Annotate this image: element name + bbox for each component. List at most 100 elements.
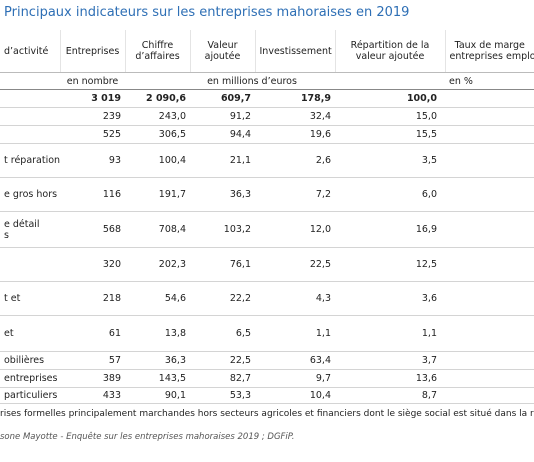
table-row: entreprises 389 143,5 82,7 9,7 13,6	[0, 369, 534, 388]
value-cell: 53,3	[190, 387, 255, 404]
title: Principaux indicateurs sur les entrepris…	[4, 5, 410, 20]
table-row: t réparation 93 100,4 21,1 2,6 3,5	[0, 143, 534, 178]
row-label: obilières	[0, 351, 60, 370]
value-cell: 61	[60, 315, 125, 352]
value-cell: 100,4	[125, 143, 190, 178]
value-cell: 2 090,6	[125, 89, 190, 108]
value-cell: 19,6	[255, 125, 335, 144]
cell-line: ajoutée	[204, 51, 241, 62]
cell-line: Entreprises	[65, 45, 120, 57]
header-cell: Valeur ajoutée	[189, 30, 255, 73]
value-cell: 306,5	[125, 125, 190, 144]
cell-line: particuliers	[4, 390, 58, 401]
row-label	[0, 125, 60, 144]
cell-line: e gros hors	[4, 189, 58, 200]
row-label: et	[0, 315, 60, 352]
value-cell: 94,4	[190, 125, 255, 144]
header-row: d’activité Entreprises Chiffre d’affaires Va…	[0, 30, 534, 73]
value-cell: 57	[60, 351, 125, 370]
cell-line: e détail	[4, 218, 40, 230]
value-cell: 116	[60, 177, 125, 212]
value-cell: 76,1	[190, 247, 255, 282]
value-cell: 13,6	[335, 369, 445, 388]
value-cell: 22,5	[255, 247, 335, 282]
row-label: e gros hors	[0, 177, 60, 212]
cell	[445, 281, 534, 316]
cell-line: entreprises	[4, 373, 58, 384]
table-row: et 61 13,8 6,5 1,1 1,1	[0, 315, 534, 352]
cell-line: et	[4, 328, 14, 339]
value-cell: 3,6	[335, 281, 445, 316]
unit-cell: en %	[445, 72, 534, 90]
value-cell: 32,4	[255, 107, 335, 126]
cell-line: valeur ajoutée	[355, 51, 425, 62]
value-cell: 16,9	[335, 211, 445, 248]
value-cell: 389	[60, 369, 125, 388]
value-cell: 21,1	[190, 143, 255, 178]
table-row: obilières 57 36,3 22,5 63,4 3,7	[0, 351, 534, 370]
table-row: 320 202,3 76,1 22,5 12,5	[0, 247, 534, 282]
table-row: 239 243,0 91,2 32,4 15,0	[0, 107, 534, 126]
value-cell: 8,7	[335, 387, 445, 404]
cell-line: Investissement	[259, 45, 332, 57]
value-cell: 15,5	[335, 125, 445, 144]
cell-line: Chiffre	[141, 40, 174, 51]
table: d’activité Entreprises Chiffre d’affaires Va…	[0, 30, 534, 404]
table-row: particuliers 433 90,1 53,3 10,4 8,7	[0, 387, 534, 404]
cell-line: s	[4, 229, 9, 241]
cell	[0, 72, 60, 90]
value-cell: 7,2	[255, 177, 335, 212]
value-cell: 54,6	[125, 281, 190, 316]
row-label: particuliers	[0, 387, 60, 404]
header-cell: Entreprises	[59, 30, 125, 73]
value-cell: 191,7	[125, 177, 190, 212]
header-cell: Répartition de la valeur ajoutée	[334, 30, 445, 73]
cell-line: Valeur	[207, 40, 238, 51]
cell-line: t réparation	[4, 155, 60, 166]
value-cell: 3,7	[335, 351, 445, 370]
value-cell: 2,6	[255, 143, 335, 178]
value-cell: 6,5	[190, 315, 255, 352]
row-label: entreprises	[0, 369, 60, 388]
value-cell: 568	[60, 211, 125, 248]
value-cell: 9,7	[255, 369, 335, 388]
cell	[445, 143, 534, 178]
value-cell: 4,3	[255, 281, 335, 316]
header-cell: Taux de marge entreprises emplo	[444, 30, 534, 73]
table-row: e détail s 568 708,4 103,2 12,0 16,9	[0, 211, 534, 248]
table-row: 525 306,5 94,4 19,6 15,5	[0, 125, 534, 144]
row-label	[0, 107, 60, 126]
value-cell: 433	[60, 387, 125, 404]
value-cell: 3,5	[335, 143, 445, 178]
row-label	[0, 247, 60, 282]
value-cell: 36,3	[190, 177, 255, 212]
cell	[445, 125, 534, 144]
value-cell: 609,7	[190, 89, 255, 108]
header-cell: d’activité	[0, 30, 60, 73]
cell	[445, 369, 534, 388]
value-cell: 708,4	[125, 211, 190, 248]
value-cell: 12,0	[255, 211, 335, 248]
row-label: t réparation	[0, 143, 60, 178]
cell-line: entreprises emplo	[449, 51, 534, 62]
value-cell: 103,2	[190, 211, 255, 248]
value-cell: 143,5	[125, 369, 190, 388]
value-cell: 525	[60, 125, 125, 144]
cell-line: Répartition de la	[350, 40, 430, 51]
value-cell: 218	[60, 281, 125, 316]
value-cell: 90,1	[125, 387, 190, 404]
row-label: t et	[0, 281, 60, 316]
value-cell: 320	[60, 247, 125, 282]
unit-cell: en millions d’euros	[125, 72, 445, 90]
value-cell: 93	[60, 143, 125, 178]
value-cell: 1,1	[335, 315, 445, 352]
value-cell: 3 019	[60, 89, 125, 108]
value-cell: 12,5	[335, 247, 445, 282]
value-cell: 22,2	[190, 281, 255, 316]
cell-line: d’affaires	[135, 51, 180, 62]
note: rises formelles principalement marchande…	[0, 409, 534, 419]
row-label	[0, 89, 60, 108]
value-cell: 178,9	[255, 89, 335, 108]
source: sone Mayotte - Enquête sur les entrepris…	[0, 432, 295, 442]
